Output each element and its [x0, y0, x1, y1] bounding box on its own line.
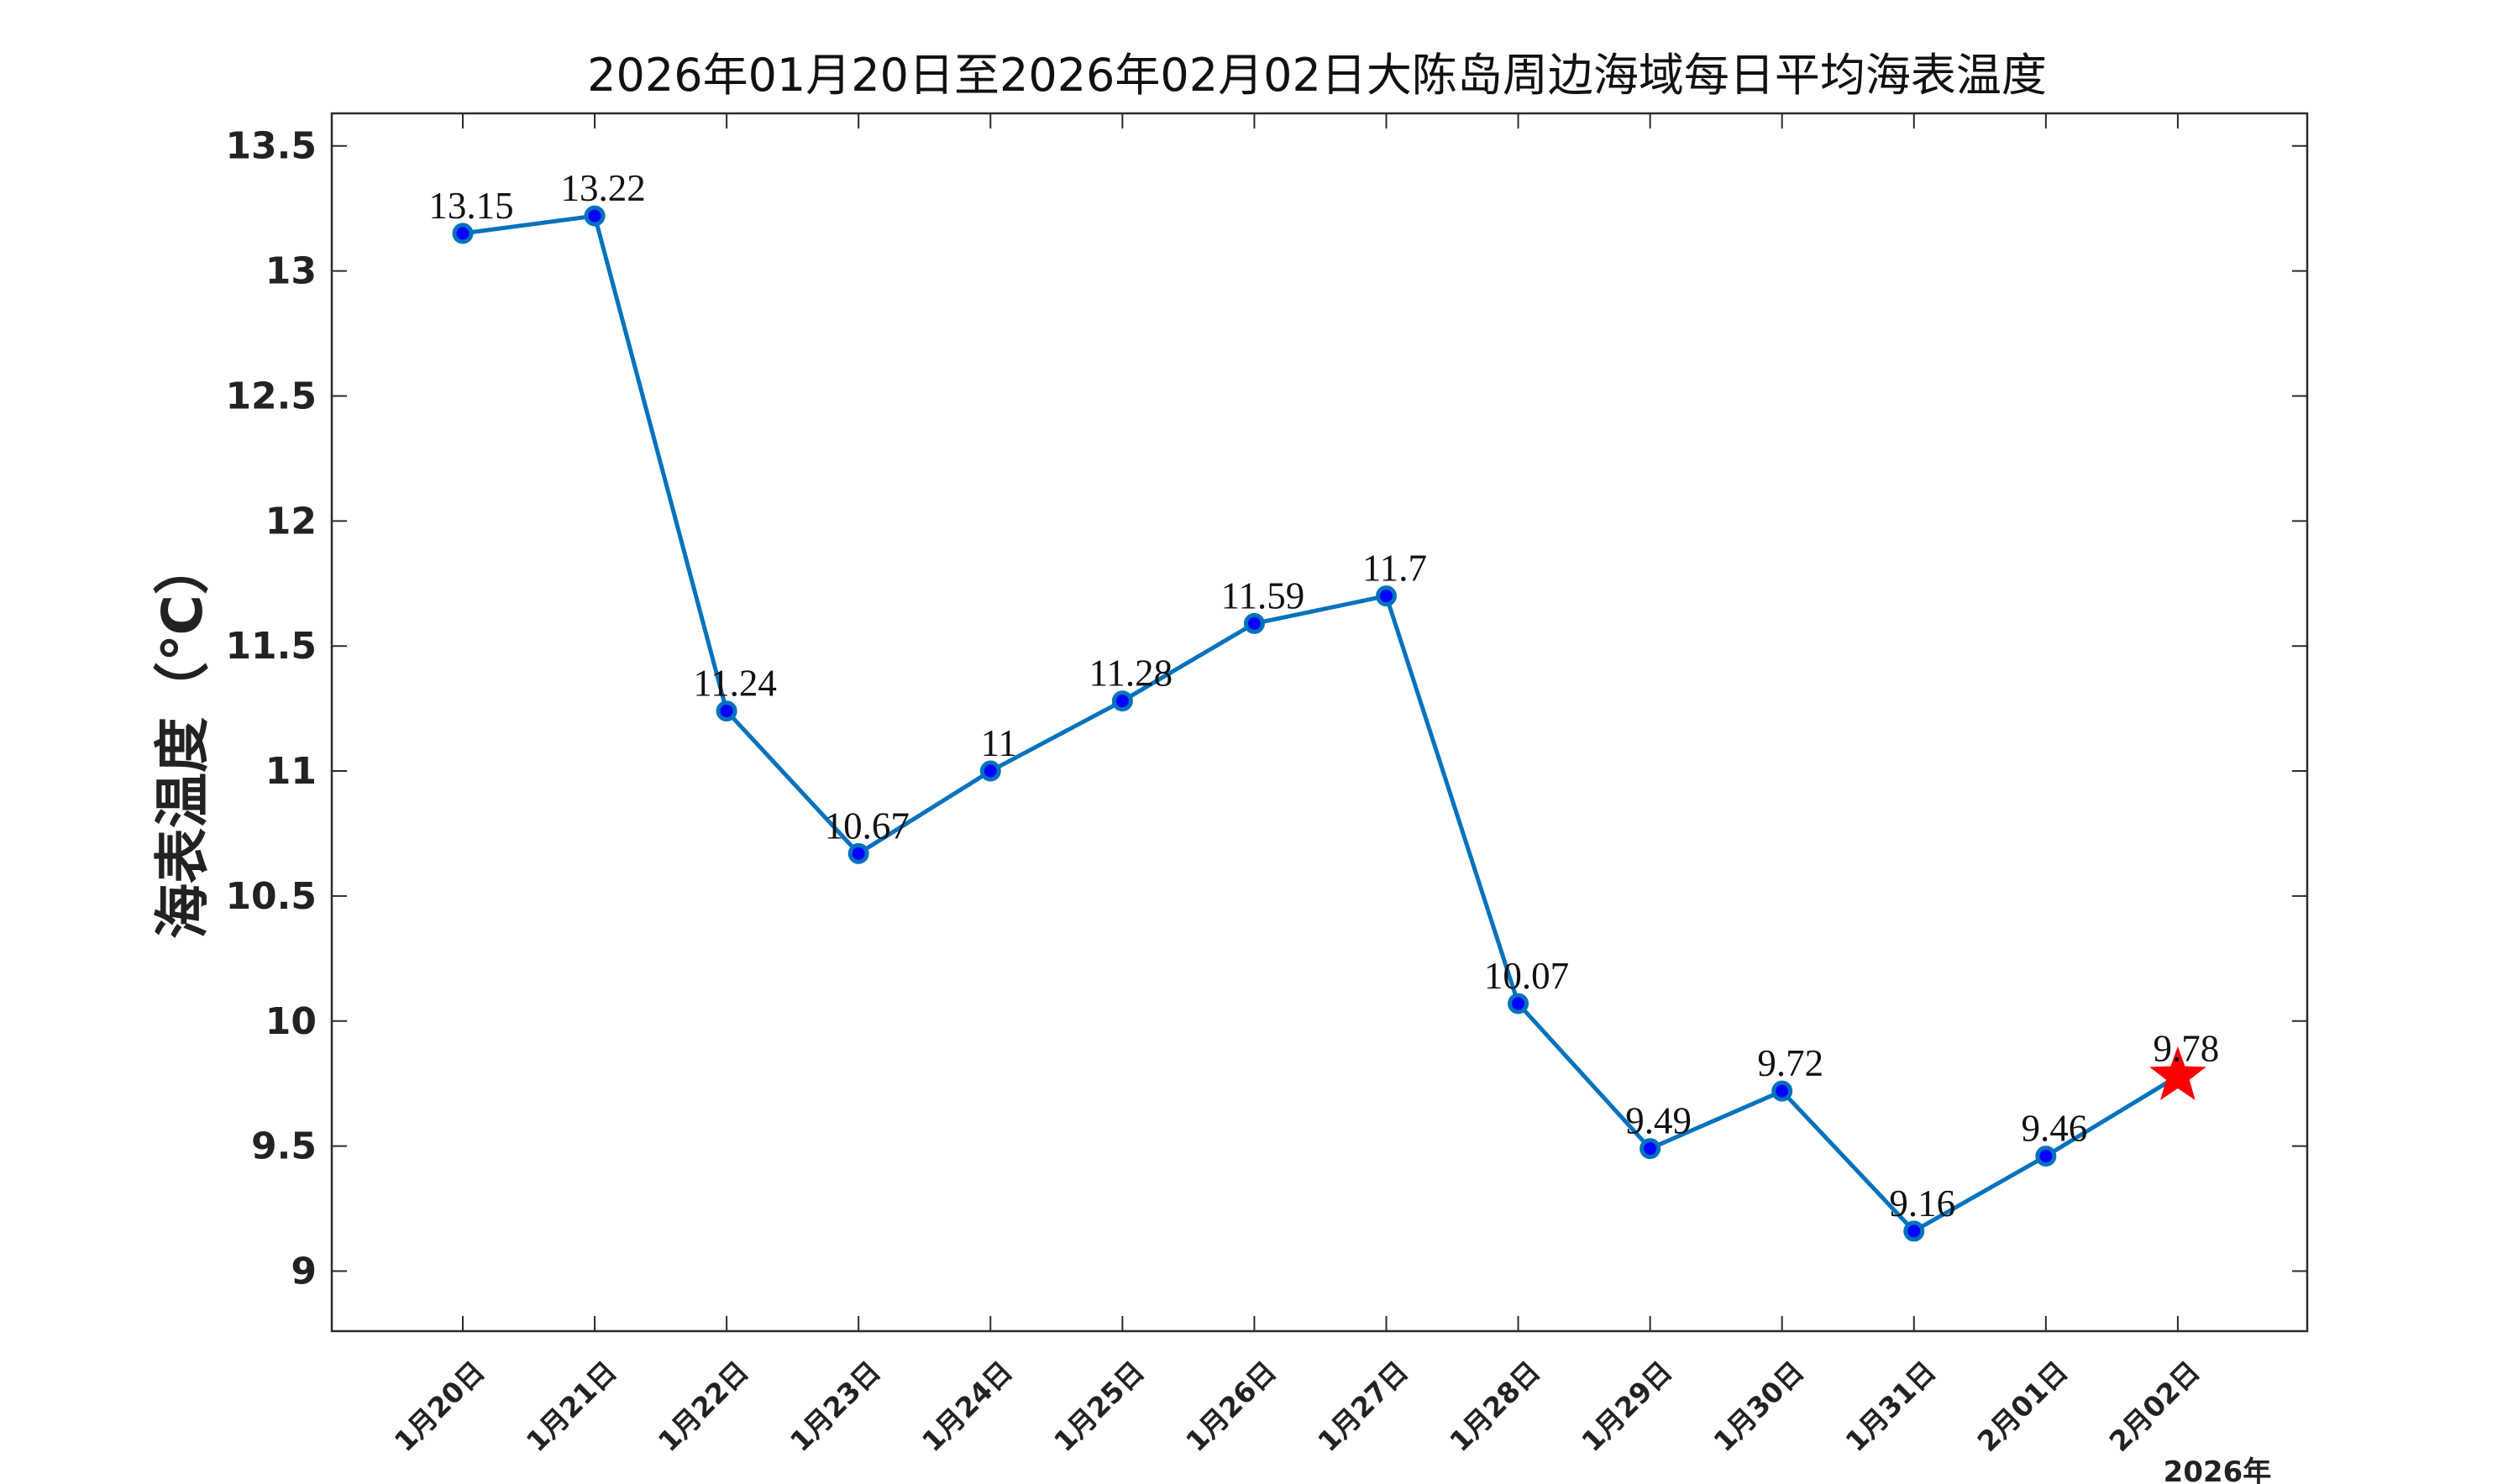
data-point-marker: [1639, 1138, 1661, 1160]
x-tick-label: 1月22日: [652, 1355, 755, 1458]
y-tick-label: 10.5: [225, 875, 317, 918]
data-value-label: 13.22: [560, 167, 645, 209]
data-point-marker: [452, 223, 474, 244]
x-tick-label: 1月31日: [1839, 1355, 1942, 1458]
data-point-marker: [1771, 1080, 1793, 1102]
data-point-marker: [716, 700, 737, 722]
data-point-marker: [1375, 585, 1397, 607]
data-value-label: 9.49: [1625, 1100, 1692, 1142]
y-tick-label: 13.5: [225, 125, 317, 168]
x-tick-label: 1月28日: [1443, 1355, 1546, 1458]
y-tick-label: 13: [265, 250, 317, 293]
data-point-marker: [1903, 1220, 1925, 1242]
data-value-label: 11.7: [1362, 548, 1427, 590]
data-value-label: 11.24: [693, 663, 777, 705]
temperature-line: [462, 213, 2180, 1234]
series-line: [462, 213, 2180, 1234]
x-tick-label: 1月27日: [1311, 1355, 1414, 1458]
data-point-marker: [1111, 690, 1133, 712]
data-value-label: 9.72: [1757, 1042, 1823, 1084]
data-point-marker: [1243, 612, 1265, 634]
x-tick-label: 2月01日: [1971, 1355, 2075, 1458]
data-point-marker: [584, 205, 606, 227]
x-tick-label: 1月26日: [1179, 1355, 1283, 1458]
y-tick-label: 10: [265, 1000, 317, 1043]
data-value-label: 10.07: [1484, 955, 1569, 997]
x-tick-label: 1月24日: [915, 1355, 1019, 1458]
x-tick-label: 1月23日: [784, 1355, 887, 1458]
x-tick-label: 2月02日: [2103, 1355, 2206, 1458]
y-tick-label: 9.5: [251, 1125, 317, 1168]
chart-title: 2026年01月20日至2026年02月02日大陈岛周边海域每日平均海表温度: [587, 49, 2047, 102]
data-value-label: 9.46: [2021, 1108, 2087, 1150]
data-point-marker: [847, 842, 869, 864]
y-tick-label: 11.5: [225, 625, 317, 668]
data-point-marker: [1508, 993, 1529, 1015]
data-value-label: 11.59: [1221, 574, 1305, 616]
data-labels: 13.15 13.22 11.24 10.67 11 11.28 11.59 11.7 10.0…: [428, 167, 2219, 1224]
data-markers: [452, 205, 2206, 1242]
x-axis-year-label: 2026年: [2164, 1455, 2272, 1484]
x-tick-label: 1月29日: [1575, 1355, 1678, 1458]
y-tick-label: 9: [291, 1251, 317, 1293]
y-tick-label: 12: [265, 500, 317, 543]
latest-point-star-marker: [2149, 1046, 2206, 1100]
data-value-label: 9.16: [1889, 1182, 1955, 1224]
x-tick-label: 1月21日: [520, 1355, 623, 1458]
data-value-label: 11: [981, 722, 1017, 764]
data-value-label: 10.67: [825, 805, 910, 847]
axes: [330, 112, 2309, 1333]
y-tick-label: 12.5: [225, 375, 317, 417]
x-tick-label: 1月20日: [388, 1355, 491, 1458]
x-tick-label: 1月25日: [1047, 1355, 1151, 1458]
data-point-marker: [2035, 1146, 2057, 1167]
y-tick-label: 11: [265, 750, 317, 793]
y-axis-label: 海表温度（℃）: [150, 539, 215, 939]
data-value-label: 13.15: [428, 185, 513, 227]
x-tick-label: 1月30日: [1707, 1355, 1810, 1458]
data-value-label: 9.78: [2154, 1027, 2220, 1069]
data-point-marker: [979, 760, 1001, 782]
data-value-label: 11.28: [1089, 653, 1173, 695]
plot-frame: [330, 112, 2309, 1333]
plot-area: [332, 113, 2307, 1331]
